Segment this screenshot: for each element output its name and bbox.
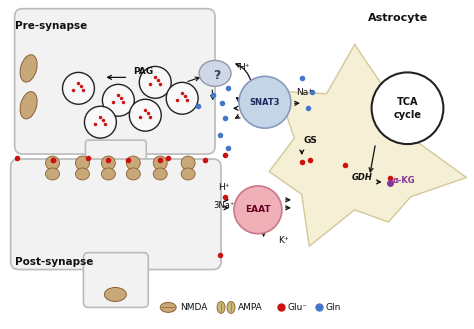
Text: 3Na⁺: 3Na⁺ xyxy=(213,201,235,210)
FancyBboxPatch shape xyxy=(83,253,148,307)
Text: Glu⁻: Glu⁻ xyxy=(288,303,308,312)
Ellipse shape xyxy=(20,92,37,119)
Ellipse shape xyxy=(181,168,195,180)
Text: Pre-synapse: Pre-synapse xyxy=(15,21,87,31)
Ellipse shape xyxy=(153,168,167,180)
Circle shape xyxy=(166,82,198,114)
Text: AMPA: AMPA xyxy=(238,303,263,312)
Text: Gln: Gln xyxy=(326,303,341,312)
Text: ?: ? xyxy=(213,69,221,82)
Ellipse shape xyxy=(46,168,60,180)
Text: H⁺: H⁺ xyxy=(218,183,229,192)
Circle shape xyxy=(139,66,171,98)
Ellipse shape xyxy=(153,156,167,170)
Circle shape xyxy=(102,84,134,116)
Circle shape xyxy=(234,186,282,234)
FancyBboxPatch shape xyxy=(85,140,146,168)
FancyBboxPatch shape xyxy=(11,159,221,269)
Ellipse shape xyxy=(160,302,176,312)
Ellipse shape xyxy=(20,55,37,82)
Circle shape xyxy=(372,72,443,144)
Text: Astrocyte: Astrocyte xyxy=(368,13,428,23)
Polygon shape xyxy=(269,44,466,246)
Circle shape xyxy=(239,76,291,128)
Circle shape xyxy=(129,99,161,131)
Text: TCA
cycle: TCA cycle xyxy=(393,97,421,120)
Ellipse shape xyxy=(127,156,140,170)
Text: GDH: GDH xyxy=(352,173,373,182)
Ellipse shape xyxy=(217,301,225,313)
Ellipse shape xyxy=(46,156,60,170)
Text: SNAT3: SNAT3 xyxy=(250,98,280,107)
Ellipse shape xyxy=(101,156,115,170)
Ellipse shape xyxy=(227,301,235,313)
Text: Na⁺: Na⁺ xyxy=(296,88,313,97)
Ellipse shape xyxy=(75,156,90,170)
Ellipse shape xyxy=(199,61,231,86)
FancyBboxPatch shape xyxy=(15,9,215,154)
Text: PAG: PAG xyxy=(133,67,153,76)
Ellipse shape xyxy=(181,156,195,170)
Text: GS: GS xyxy=(304,136,318,145)
Text: EAAT: EAAT xyxy=(245,205,271,214)
Circle shape xyxy=(84,106,116,138)
Text: α-KG: α-KG xyxy=(392,176,415,185)
Text: NMDA: NMDA xyxy=(180,303,208,312)
Ellipse shape xyxy=(104,288,127,301)
Ellipse shape xyxy=(127,168,140,180)
Ellipse shape xyxy=(101,168,115,180)
Text: Post-synapse: Post-synapse xyxy=(15,257,93,266)
Text: K⁺: K⁺ xyxy=(278,236,289,245)
Ellipse shape xyxy=(75,168,90,180)
Circle shape xyxy=(63,72,94,104)
Text: H⁺: H⁺ xyxy=(238,63,249,72)
